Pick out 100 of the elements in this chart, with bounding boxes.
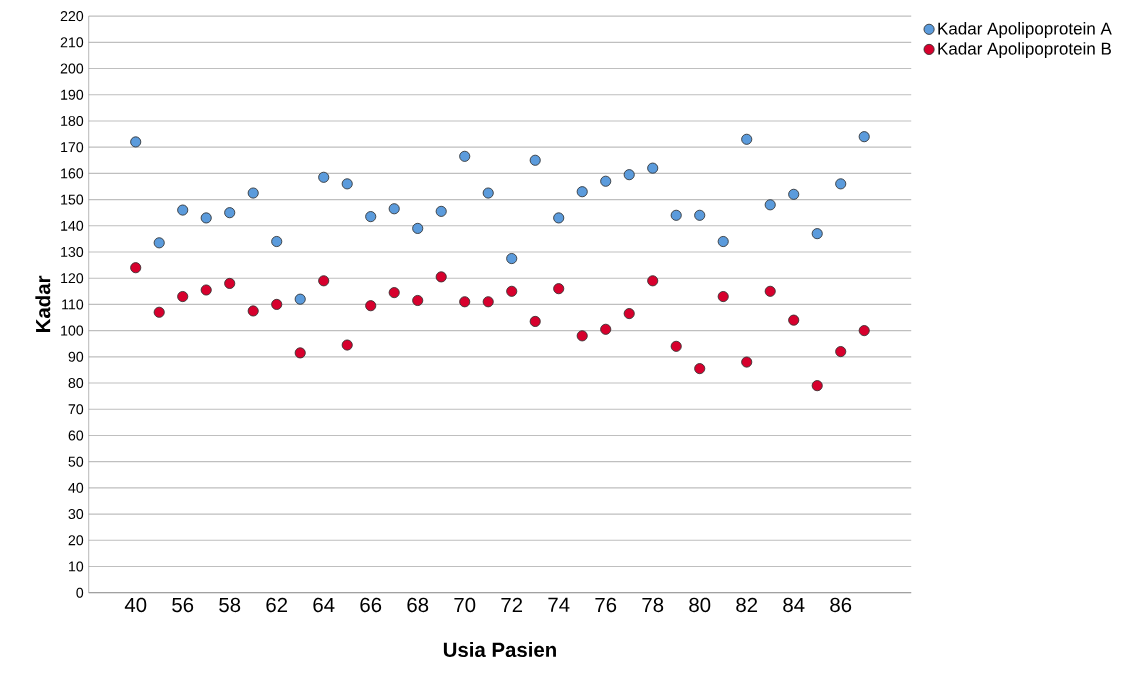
- point: [600, 175, 612, 187]
- point: [811, 227, 823, 240]
- y-tick-label: 10: [69, 561, 84, 572]
- point: [482, 296, 494, 308]
- point: [177, 204, 189, 216]
- point: [858, 324, 870, 336]
- point: [835, 178, 847, 190]
- point: [694, 362, 706, 374]
- point: [529, 154, 541, 166]
- point: [858, 130, 870, 143]
- y-tick-label: 200: [60, 63, 84, 74]
- x-tick-label: 74: [548, 597, 570, 612]
- point: [224, 277, 236, 289]
- y-tick-label: 0: [76, 587, 84, 598]
- y-tick-label: 150: [61, 194, 84, 205]
- point: [200, 212, 212, 224]
- point: [670, 340, 682, 352]
- y-axis-title: Kadar: [35, 275, 51, 332]
- y-tick-label: 190: [61, 89, 84, 100]
- x-tick-label: 76: [595, 597, 617, 612]
- y-tick-label: 100: [61, 325, 84, 336]
- point: [200, 284, 212, 296]
- point: [835, 345, 847, 357]
- point: [365, 300, 377, 312]
- point: [623, 307, 635, 319]
- point: [717, 235, 729, 247]
- y-tick-label: 30: [68, 508, 84, 519]
- point: [741, 133, 753, 145]
- point: [341, 178, 353, 190]
- x-tick-label: 64: [313, 597, 335, 612]
- y-tick-label: 70: [68, 404, 84, 415]
- point: [600, 323, 612, 335]
- point: [153, 237, 165, 249]
- point: [318, 275, 330, 287]
- y-tick-label: 80: [68, 377, 84, 388]
- y-tick-label: 110: [62, 299, 84, 310]
- point: [247, 187, 259, 199]
- point: [647, 275, 659, 287]
- x-tick-label: 70: [454, 597, 476, 612]
- x-tick-label: 80: [689, 597, 711, 612]
- y-tick-label: 170: [61, 142, 84, 153]
- x-tick-label: 58: [219, 597, 241, 612]
- point: [576, 330, 588, 342]
- point: [153, 306, 165, 318]
- point: [811, 379, 823, 392]
- point: [506, 252, 518, 264]
- y-tick-label: 40: [68, 482, 84, 493]
- y-tick-label: 180: [61, 115, 84, 126]
- point: [694, 209, 706, 221]
- point: [623, 169, 635, 181]
- point: [130, 262, 142, 274]
- point: [435, 271, 447, 283]
- point: [576, 186, 588, 198]
- point: [341, 339, 353, 351]
- x-tick-label: 62: [266, 597, 288, 612]
- x-tick-label: 72: [501, 597, 523, 612]
- point: [506, 285, 518, 297]
- point: [647, 162, 659, 174]
- point: [224, 206, 236, 219]
- point: [553, 283, 565, 295]
- point: [670, 209, 682, 221]
- y-tick-label: 210: [60, 37, 84, 48]
- point: [741, 356, 753, 368]
- point: [365, 210, 377, 222]
- legend-label: Kadar Apolipoprotein A: [938, 21, 1112, 38]
- point: [717, 290, 729, 302]
- point: [482, 187, 494, 199]
- point: [412, 294, 424, 306]
- x-tick-label: 84: [783, 597, 805, 612]
- point: [412, 222, 424, 234]
- x-tick-label: 56: [172, 597, 194, 612]
- point: [388, 203, 400, 215]
- x-tick-label: 78: [642, 597, 664, 612]
- point: [318, 171, 330, 183]
- point: [459, 296, 471, 308]
- y-tick-label: 20: [68, 535, 84, 546]
- x-tick-label: 66: [360, 597, 382, 612]
- point: [388, 286, 400, 298]
- point: [130, 136, 142, 148]
- y-tick-label: 120: [61, 273, 84, 284]
- point: [764, 199, 776, 211]
- point: [435, 205, 447, 217]
- point: [553, 212, 565, 224]
- point: [294, 293, 306, 305]
- point: [271, 235, 283, 247]
- y-tick-label: 50: [68, 456, 84, 467]
- y-tick-label: 130: [61, 246, 84, 257]
- point: [177, 290, 189, 302]
- x-axis-title: Usia Pasien: [443, 641, 556, 657]
- x-tick-label: 40: [124, 597, 147, 612]
- y-tick-label: 220: [60, 10, 84, 21]
- x-tick-label: 86: [830, 597, 852, 612]
- y-tick-label: 160: [61, 168, 84, 179]
- y-tick-label: 90: [68, 351, 84, 362]
- point: [459, 150, 471, 162]
- point: [788, 314, 800, 326]
- point: [788, 188, 800, 200]
- point: [271, 298, 283, 310]
- legend-label: Kadar Apolipoprotein B: [938, 42, 1111, 58]
- point: [294, 347, 306, 359]
